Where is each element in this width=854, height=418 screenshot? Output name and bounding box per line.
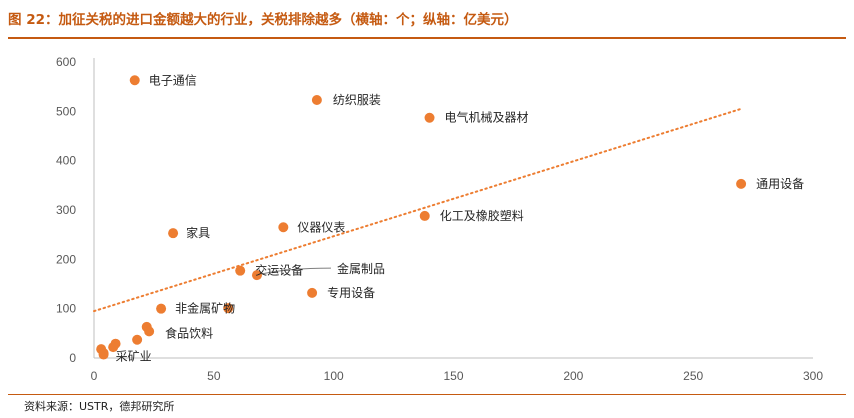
data-point xyxy=(144,326,155,337)
point-label: 仪器仪表 xyxy=(297,220,345,234)
x-tick-label: 200 xyxy=(563,369,583,383)
point-label: 电气机械及器材 xyxy=(445,110,529,125)
data-point xyxy=(736,178,747,189)
point-label: 非金属矿物 xyxy=(175,301,235,316)
scatter-chart: 0 100 200 300 400 500 600 0 50 100 150 200 250 300 电子… xyxy=(56,55,823,383)
y-tick-label: 500 xyxy=(56,104,76,118)
point-label: 采矿业 xyxy=(116,350,152,364)
data-point xyxy=(156,303,167,314)
point-label: 电子通信 xyxy=(149,73,197,87)
data-point xyxy=(223,303,234,314)
x-tick-label: 0 xyxy=(91,369,98,383)
point-label: 通用设备 xyxy=(756,177,804,191)
x-tick-label: 300 xyxy=(803,369,823,383)
data-point xyxy=(307,287,318,298)
chart-axes: 0 100 200 300 400 500 600 0 50 100 150 200 250 300 xyxy=(56,55,823,383)
point-label: 化工及橡胶塑料 xyxy=(440,208,524,223)
point-label: 纺织服装 xyxy=(333,93,381,107)
x-tick-label: 100 xyxy=(324,369,344,383)
y-tick-label: 600 xyxy=(56,55,76,69)
figure-title: 图 22：加征关税的进口金额越大的行业，关税排除越多（横轴：个；纵轴：亿美元） xyxy=(8,12,518,28)
data-point xyxy=(129,75,140,86)
y-tick-label: 200 xyxy=(56,252,76,266)
leader-line xyxy=(260,267,331,275)
data-points xyxy=(96,75,747,360)
x-tick-label: 50 xyxy=(207,369,221,383)
point-label: 食品饮料 xyxy=(165,325,213,340)
trendline-layer xyxy=(93,107,743,313)
trendline xyxy=(93,107,743,313)
data-point xyxy=(278,222,289,233)
data-point xyxy=(311,94,322,105)
y-tick-label: 0 xyxy=(69,351,76,365)
source-note: 资料来源：USTR，德邦研究所 xyxy=(24,400,175,413)
leader-lines xyxy=(260,267,331,275)
title-divider xyxy=(8,37,846,39)
footer-divider xyxy=(8,394,846,395)
x-tick-label: 250 xyxy=(683,369,703,383)
data-point xyxy=(98,349,109,360)
data-point xyxy=(235,265,246,276)
y-tick-label: 300 xyxy=(56,203,76,217)
x-tick-label: 150 xyxy=(443,369,463,383)
y-tick-label: 100 xyxy=(56,302,76,316)
y-tick-label: 400 xyxy=(56,154,76,168)
data-point xyxy=(424,112,435,123)
data-point xyxy=(251,270,262,281)
point-label: 金属制品 xyxy=(337,261,385,276)
data-point xyxy=(108,342,119,353)
data-point xyxy=(168,228,179,239)
data-point xyxy=(132,334,143,345)
data-point xyxy=(419,210,430,221)
point-label: 交运设备 xyxy=(255,263,303,278)
point-label: 专用设备 xyxy=(327,285,375,300)
point-label: 家具 xyxy=(186,225,210,240)
